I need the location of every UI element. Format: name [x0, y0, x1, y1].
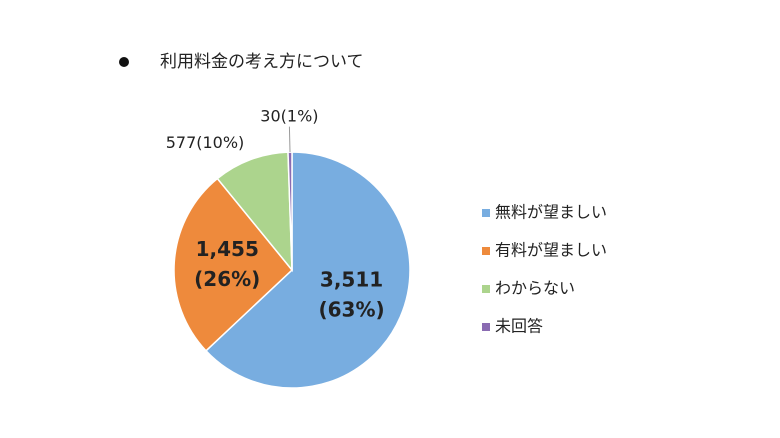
- legend-label: 有料が望ましい: [495, 241, 607, 260]
- slice-percent-label: (26%): [194, 267, 260, 291]
- slice-value-label: 1,455: [196, 237, 259, 261]
- legend-swatch: [482, 209, 490, 217]
- title-bullet: [119, 57, 129, 67]
- pie-slice: [204, 151, 411, 389]
- leader-line: [288, 126, 291, 153]
- pie-slice: [216, 151, 293, 273]
- legend-label: 無料が望ましい: [495, 203, 607, 222]
- slice-value-label: 30: [260, 106, 280, 125]
- legend-swatch: [482, 323, 490, 331]
- slice-value-label: 577: [166, 132, 197, 151]
- slice-label: 577(10%): [166, 132, 245, 151]
- slice-percent-label: (63%): [318, 297, 384, 321]
- legend-label: 未回答: [495, 317, 543, 336]
- pie-slice: [173, 177, 294, 352]
- slice-value-label: 3,511: [320, 267, 383, 291]
- pie: 3,511 (63%) 1,455 (26%) 577(10%) 30(1%): [166, 106, 411, 389]
- chart-title: 利用料金の考え方について: [160, 52, 364, 72]
- legend-swatch: [482, 285, 490, 293]
- legend-swatch: [482, 247, 490, 255]
- legend-label: わからない: [495, 279, 575, 298]
- slice-percent-label: (10%): [196, 132, 244, 151]
- slice-percent-label: (1%): [281, 106, 319, 125]
- slice-label: 30(1%): [260, 106, 318, 125]
